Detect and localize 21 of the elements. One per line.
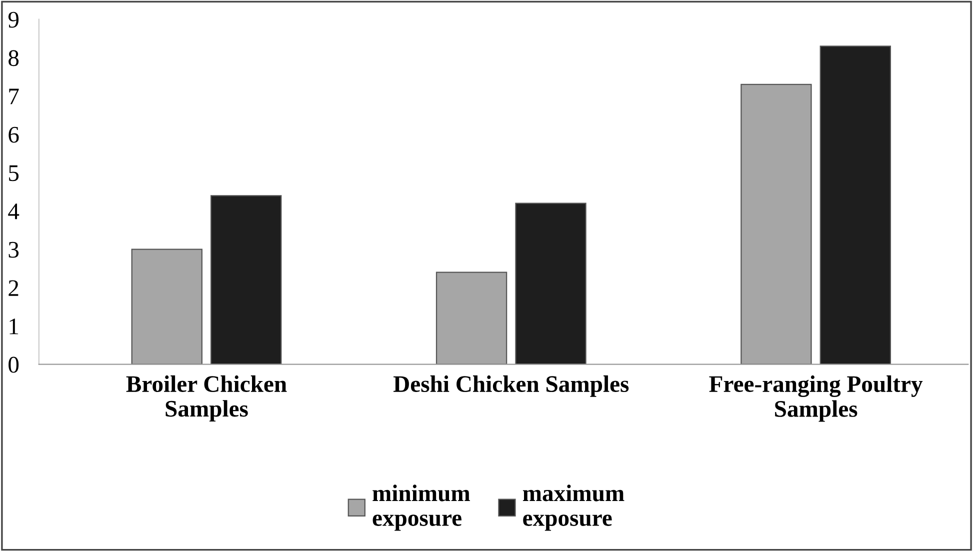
y-tick-label: 5 <box>9 165 19 182</box>
bar <box>436 272 508 364</box>
y-tick-label: 4 <box>8 204 20 220</box>
bar <box>740 84 812 364</box>
x-tick-label: Free-ranging Poultry Samples <box>709 375 923 422</box>
legend-label: minimum exposure <box>372 484 470 531</box>
y-tick-label: 2 <box>8 280 18 296</box>
y-tick-label: 0 <box>8 356 19 373</box>
x-tick-label: Broiler Chicken Samples <box>126 375 287 422</box>
bar <box>210 195 282 364</box>
y-tick-label: 9 <box>8 12 19 28</box>
legend-label: maximum exposure <box>522 484 624 531</box>
y-tick-label: 1 <box>10 318 18 334</box>
bar <box>131 248 202 364</box>
y-tick-label: 3 <box>8 242 19 258</box>
y-tick-label: 6 <box>8 126 19 143</box>
bar <box>515 202 586 364</box>
y-tick-label: 8 <box>8 50 19 66</box>
x-tick-label: Deshi Chicken Samples <box>393 375 629 397</box>
y-tick-label: 7 <box>9 88 19 104</box>
bar <box>820 46 891 364</box>
